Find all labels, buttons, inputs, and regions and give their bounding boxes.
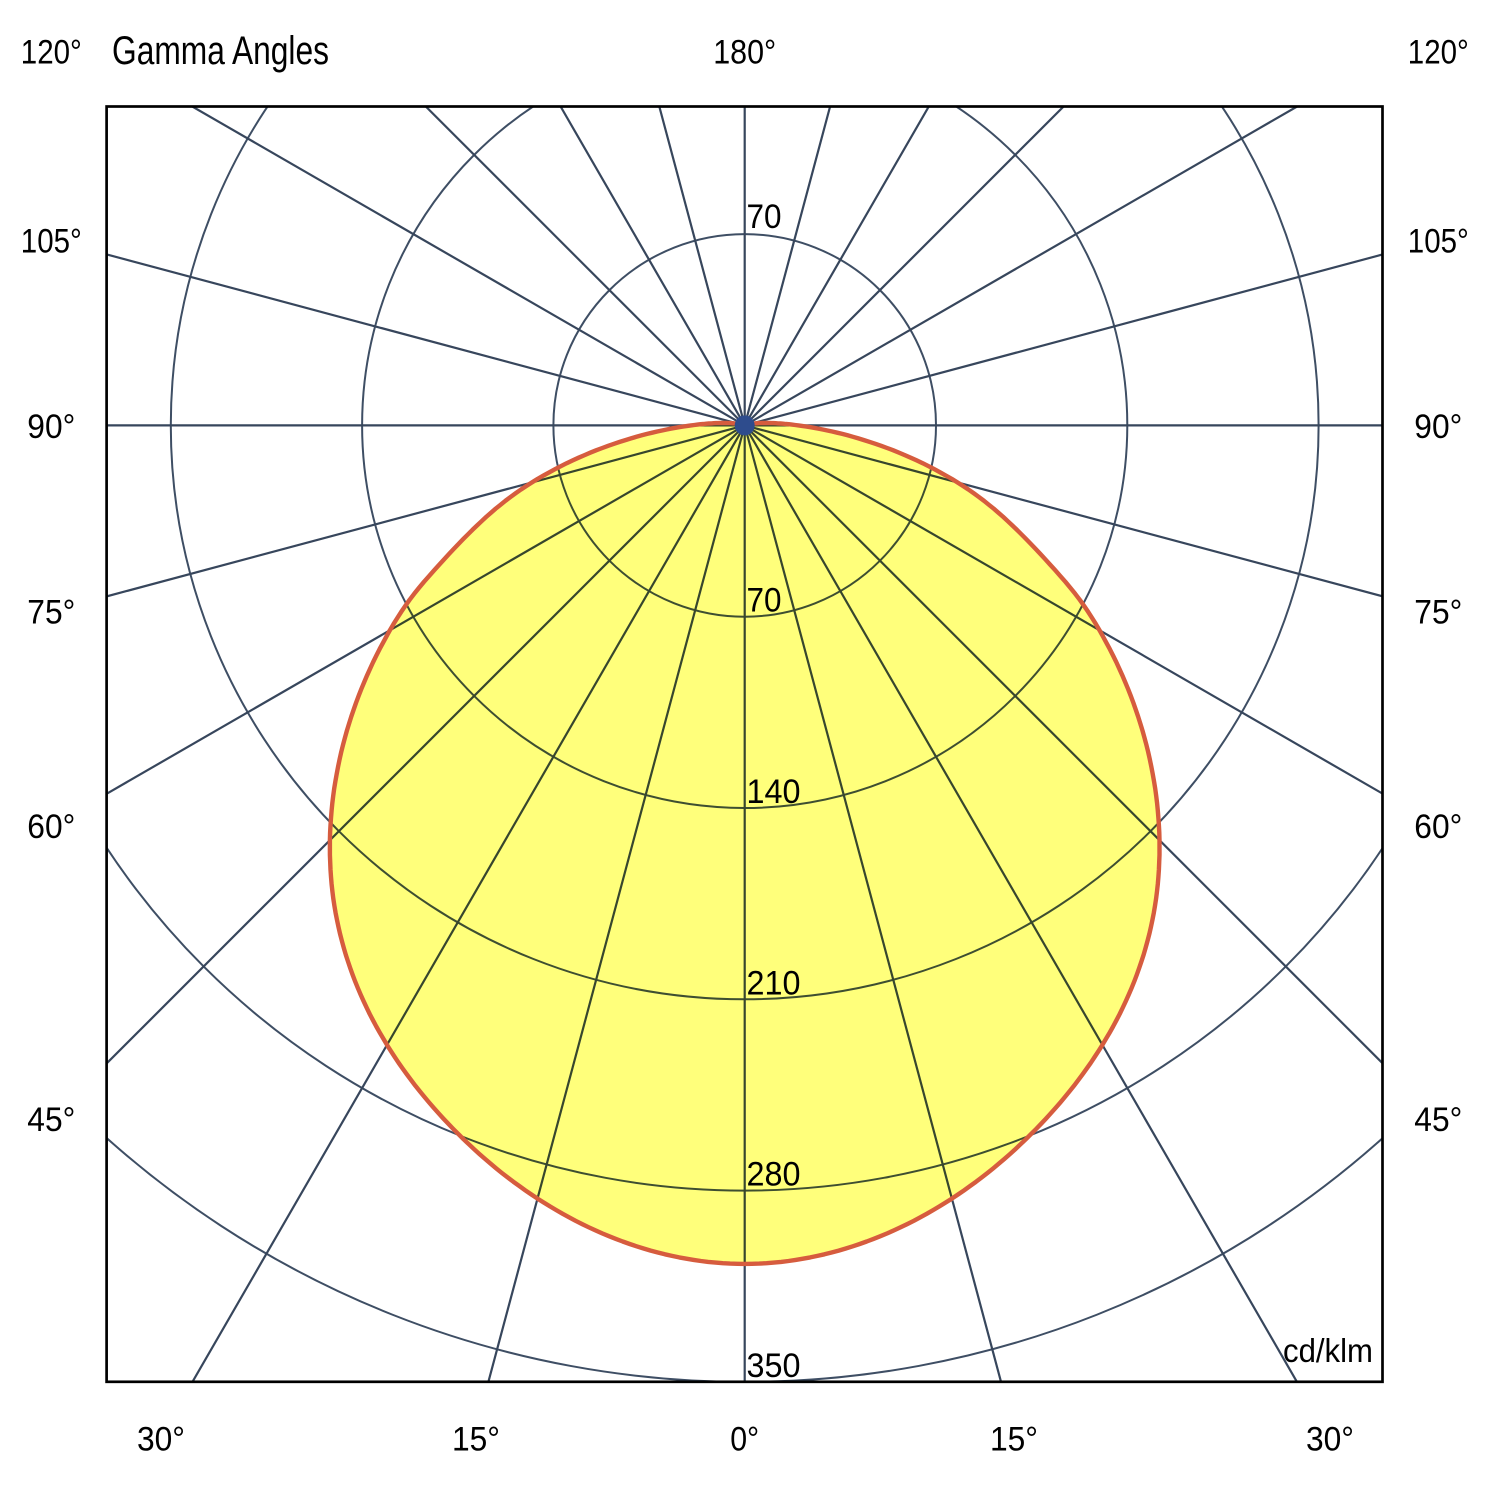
svg-text:105°: 105° [21,223,82,261]
svg-text:90°: 90° [27,408,75,446]
svg-text:Gamma Angles: Gamma Angles [112,29,329,73]
svg-text:280: 280 [747,1156,801,1194]
svg-text:30°: 30° [137,1421,185,1459]
svg-text:350: 350 [747,1347,801,1385]
svg-text:120°: 120° [21,34,82,72]
svg-text:90°: 90° [1414,408,1462,446]
svg-text:180°: 180° [713,34,776,72]
svg-text:70: 70 [747,198,782,236]
svg-text:140: 140 [747,773,801,811]
svg-text:0°: 0° [730,1421,759,1459]
svg-text:45°: 45° [1414,1101,1462,1139]
svg-text:70: 70 [747,582,782,620]
svg-text:60°: 60° [27,808,75,846]
svg-text:30°: 30° [1306,1421,1354,1459]
svg-text:15°: 15° [452,1421,500,1459]
svg-text:120°: 120° [1408,34,1469,72]
svg-text:15°: 15° [990,1421,1038,1459]
svg-text:105°: 105° [1408,223,1469,261]
svg-text:cd/klm: cd/klm [1283,1332,1373,1369]
svg-text:75°: 75° [1414,594,1462,632]
svg-text:210: 210 [747,964,801,1002]
svg-text:45°: 45° [27,1101,75,1139]
svg-text:60°: 60° [1414,808,1462,846]
svg-text:75°: 75° [27,594,75,632]
